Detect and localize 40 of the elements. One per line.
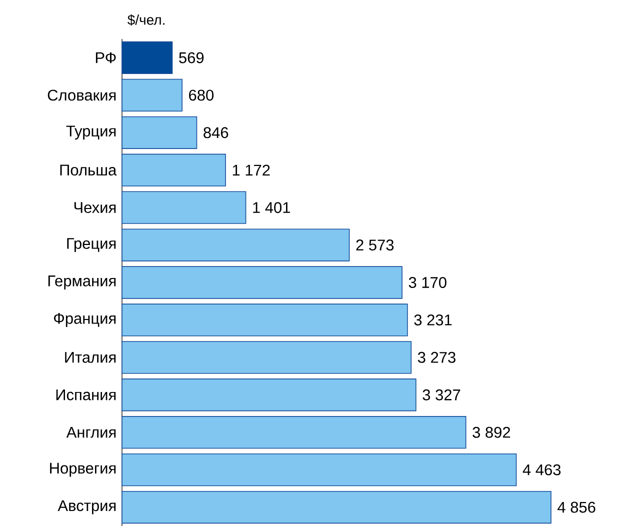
data-label: 3 170 (408, 276, 446, 288)
bar (122, 41, 173, 74)
bar (122, 78, 182, 112)
bar (122, 228, 350, 262)
y-tick-label: Германия (48, 275, 116, 290)
data-label: 4 856 (558, 502, 596, 513)
data-label: 4 463 (522, 464, 561, 476)
bar (122, 154, 226, 186)
data-label: 846 (204, 126, 228, 138)
bar (122, 266, 402, 299)
y-tick-label: Норвегия (50, 462, 116, 477)
y-tick-label: Австрия (58, 500, 116, 514)
y-tick-label: Франция (54, 312, 116, 327)
data-label: 1 172 (232, 164, 270, 176)
bar (122, 378, 416, 412)
bar (122, 340, 412, 374)
bar (122, 191, 246, 224)
y-tick-label: РФ (96, 52, 116, 63)
y-tick-label: Греция (67, 238, 116, 252)
data-label: 3 892 (472, 426, 510, 438)
y-tick-label: Англия (66, 426, 116, 438)
y-tick-label: Турция (66, 126, 116, 140)
data-label: 3 273 (418, 352, 456, 363)
y-tick-label: Италия (65, 352, 116, 363)
y-tick-label: Польша (60, 164, 117, 176)
bar (122, 416, 466, 448)
data-label: 680 (189, 90, 214, 100)
y-tick-label: Чехия (74, 202, 116, 213)
bar (122, 116, 198, 149)
data-label: 2 573 (356, 239, 394, 250)
data-label: 3 231 (414, 314, 452, 326)
bar (122, 490, 552, 524)
data-label: 3 327 (422, 389, 460, 400)
data-label: 569 (179, 52, 204, 64)
data-label: 1 401 (253, 202, 290, 213)
bar (122, 303, 408, 336)
y-tick-label: Испания (56, 389, 116, 400)
bar (122, 453, 517, 486)
y-tick-label: Словакия (48, 90, 116, 100)
chart-title: $/чел. (128, 14, 164, 26)
